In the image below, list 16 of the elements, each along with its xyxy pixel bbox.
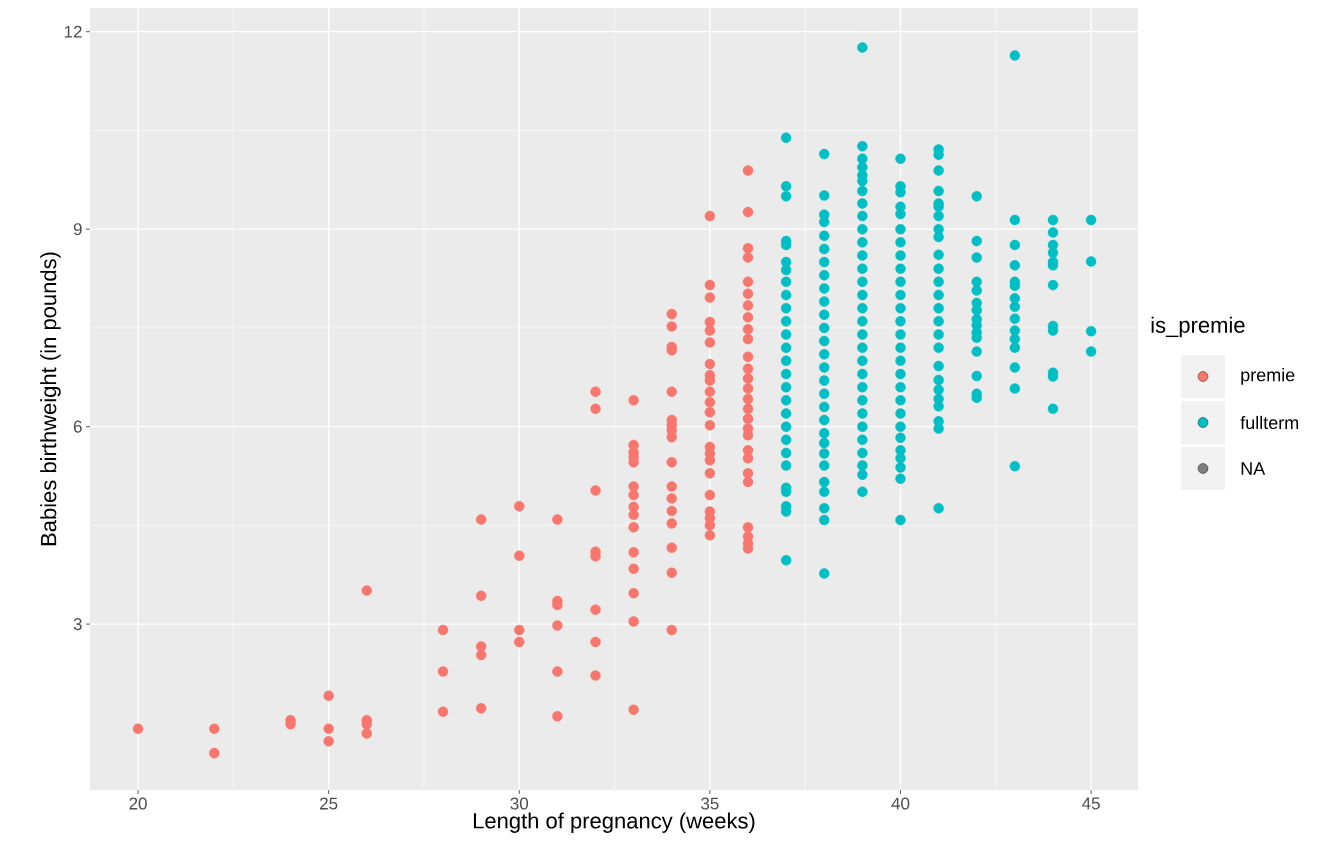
x-axis-title: Length of pregnancy (weeks) <box>473 812 755 833</box>
legend-label: premie <box>1241 368 1295 385</box>
x-tick-label: 30 <box>510 797 529 810</box>
y-tick-label: 9 <box>73 223 82 236</box>
x-tick-label: 40 <box>891 797 910 810</box>
x-tick-label: 45 <box>1082 797 1100 810</box>
x-tick-label: 20 <box>129 797 147 810</box>
y-tick-label: 12 <box>64 25 82 38</box>
legend-label: fullterm <box>1240 415 1299 430</box>
y-tick-label: 3 <box>73 618 82 631</box>
y-tick-label: 6 <box>73 420 82 433</box>
legend-title: is_premie <box>1151 316 1245 338</box>
x-tick-label: 25 <box>320 797 338 810</box>
legend-label: NA <box>1241 462 1266 475</box>
x-tick-label: 35 <box>701 797 719 810</box>
y-axis-title: Babies birthweight (in pounds) <box>40 252 61 546</box>
